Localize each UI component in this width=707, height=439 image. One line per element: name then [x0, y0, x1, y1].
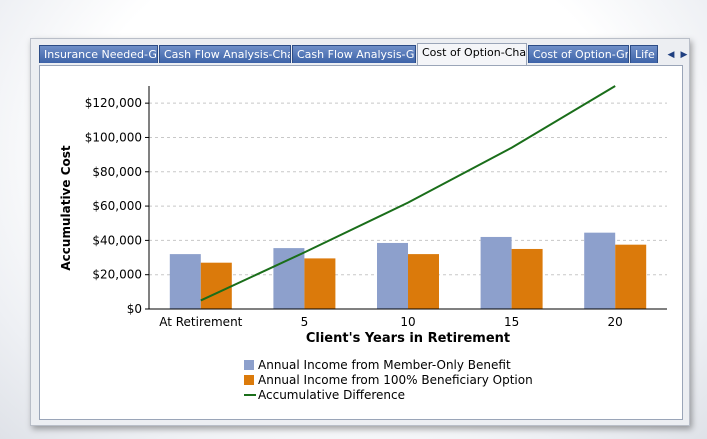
tab-cost-of-option-chart[interactable]: Cost of Option-Chart	[417, 43, 527, 65]
chart-panel: $0 $20,000 $40,000 $60,000 $80,000 $100,000 $1…	[39, 65, 683, 420]
x-tick-label: 10	[400, 315, 415, 329]
y-tick-label: $20,000	[92, 268, 142, 282]
scroll-tabs-left-icon[interactable]: ◀	[667, 50, 675, 60]
y-axis-label: Accumulative Cost	[59, 145, 73, 270]
bar-member-only	[169, 254, 201, 309]
tab-life[interactable]: Life	[630, 45, 658, 63]
bar-member-only	[377, 242, 408, 309]
tab-cash-flow-analysis-grid[interactable]: Cash Flow Analysis-Grid	[292, 45, 416, 63]
x-tick-label: 20	[608, 315, 623, 329]
y-tick-label: $100,000	[85, 130, 142, 144]
bar-beneficiary	[511, 248, 543, 309]
bar-beneficiary	[200, 262, 232, 309]
x-tick-label: At Retirement	[159, 315, 242, 329]
legend-swatch-member-only	[244, 360, 254, 370]
tab-cash-flow-analysis-chart[interactable]: Cash Flow Analysis-Chart	[159, 45, 291, 63]
bar-beneficiary	[304, 258, 336, 309]
bar-member-only	[273, 248, 305, 309]
legend-label-beneficiary: Annual Income from 100% Beneficiary Opti…	[258, 373, 533, 387]
cost-of-option-chart: $0 $20,000 $40,000 $60,000 $80,000 $100,000 $1…	[59, 85, 667, 346]
legend-label-difference: Accumulative Difference	[258, 388, 405, 402]
bar-member-only	[480, 236, 512, 309]
legend-swatch-beneficiary	[244, 375, 254, 385]
bar-beneficiary	[408, 254, 439, 309]
x-tick-label: 15	[504, 315, 519, 329]
scroll-tabs-right-icon[interactable]: ▶	[680, 50, 688, 60]
bar-beneficiary	[615, 244, 647, 309]
legend-label-member-only: Annual Income from Member-Only Benefit	[258, 358, 511, 372]
y-tick-label: $60,000	[92, 199, 142, 213]
x-axis-label: Client's Years in Retirement	[306, 331, 510, 346]
y-tick-label: $0	[127, 302, 142, 316]
y-tick-label: $120,000	[85, 96, 142, 110]
tab-cost-of-option-grid[interactable]: Cost of Option-Grid	[528, 45, 629, 63]
tab-strip: Insurance Needed-Grid Cash Flow Analysis…	[39, 43, 689, 65]
y-tick-label: $40,000	[92, 233, 142, 247]
legend-swatch-difference	[244, 394, 256, 396]
tab-insurance-needed-grid[interactable]: Insurance Needed-Grid	[39, 45, 158, 63]
y-tick-label: $80,000	[92, 165, 142, 179]
bar-member-only	[584, 232, 616, 309]
x-tick-label: 5	[301, 315, 309, 329]
line-accumulative-difference	[200, 85, 616, 302]
report-window: Insurance Needed-Grid Cash Flow Analysis…	[30, 38, 690, 426]
